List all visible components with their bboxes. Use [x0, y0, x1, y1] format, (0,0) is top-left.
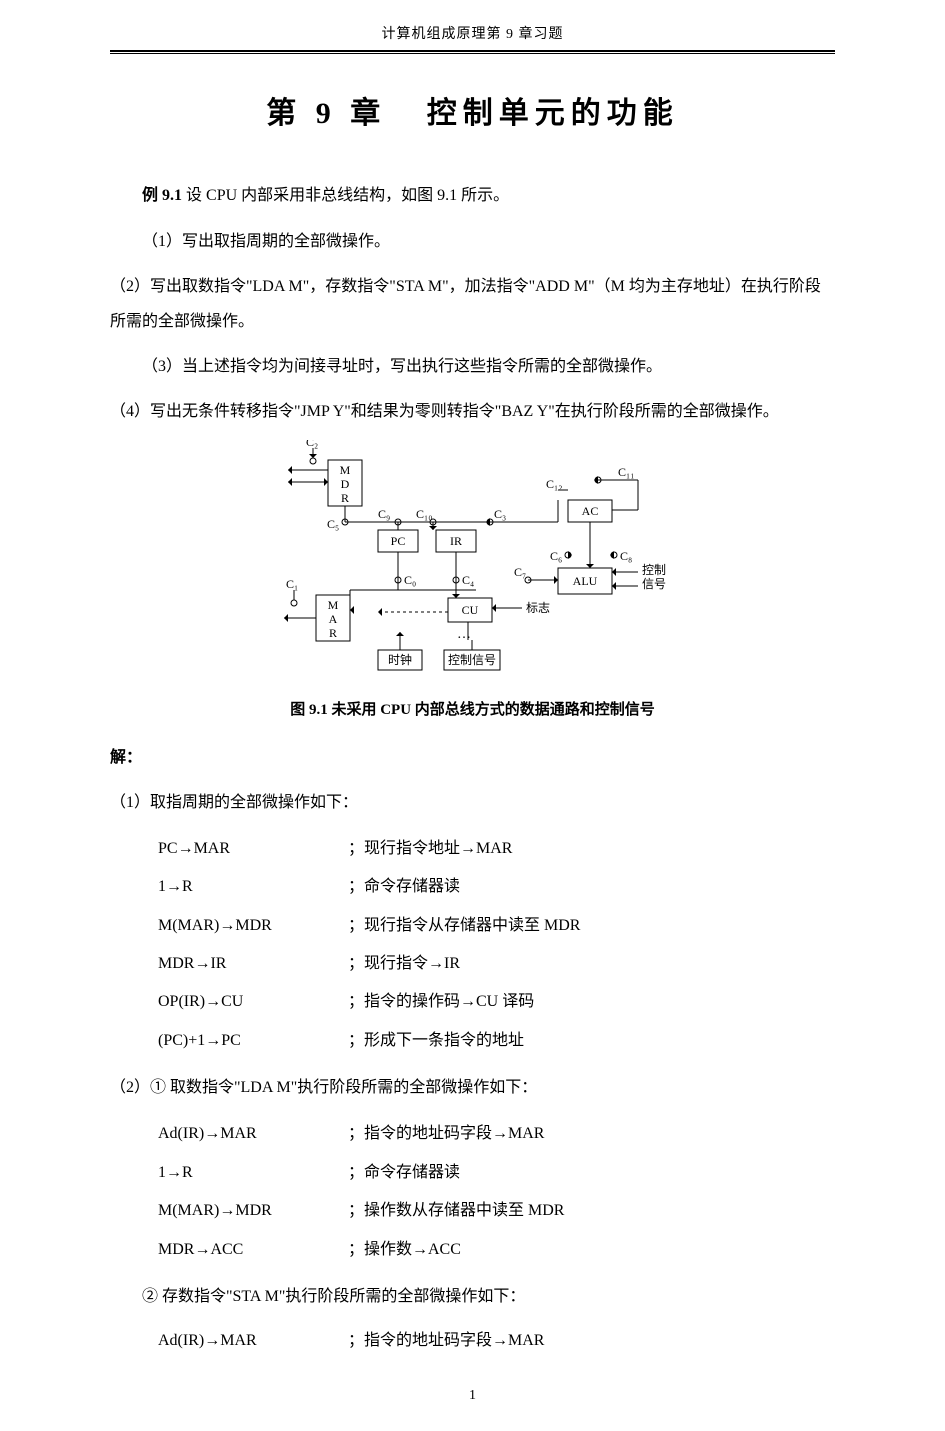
svg-text:控制信号: 控制信号 — [447, 653, 495, 667]
micro-op-row: Ad(IR)→MAR；指令的地址码字段→MAR — [158, 1115, 835, 1153]
micro-op-left: 1→R — [158, 868, 348, 906]
svg-text:IR: IR — [450, 534, 462, 548]
micro-op-left: OP(IR)→CU — [158, 983, 348, 1021]
svg-text:C₁₀: C₁₀ — [416, 507, 432, 521]
cpu-diagram-svg: MDRMARPCIRACALUCU时钟控制信号C₂C₅C₉C₁₀C₃C₁₂C₁₁… — [258, 440, 688, 690]
svg-text:C₅: C₅ — [327, 517, 339, 531]
svg-text:R: R — [328, 626, 336, 640]
svg-text:C₁₂: C₁₂ — [546, 477, 562, 491]
part2-head: （2）① 取数指令"LDA M"执行阶段所需的全部微操作如下： — [110, 1070, 835, 1105]
micro-op-left: PC→MAR — [158, 830, 348, 868]
svg-text:C₈: C₈ — [620, 549, 632, 563]
question-1: （1）写出取指周期的全部微操作。 — [110, 224, 835, 259]
micro-op-left: M(MAR)→MDR — [158, 907, 348, 945]
micro-op-right: ；指令的地址码字段→MAR — [348, 1322, 835, 1360]
part1-head: （1）取指周期的全部微操作如下： — [110, 785, 835, 820]
micro-op-row: M(MAR)→MDR；操作数从存储器中读至 MDR — [158, 1192, 835, 1230]
micro-op-right: ；命令存储器读 — [348, 1154, 835, 1192]
part2b-ops: Ad(IR)→MAR；指令的地址码字段→MAR — [158, 1322, 835, 1360]
micro-op-left: (PC)+1→PC — [158, 1022, 348, 1060]
question-2: （2）写出取数指令"LDA M"，存数指令"STA M"，加法指令"ADD M"… — [110, 269, 835, 339]
micro-op-row: Ad(IR)→MAR；指令的地址码字段→MAR — [158, 1322, 835, 1360]
running-head: 计算机组成原理第 9 章习题 — [110, 24, 835, 46]
micro-op-right: ；现行指令地址→MAR — [348, 830, 835, 868]
micro-op-right: ；现行指令从存储器中读至 MDR — [348, 907, 835, 945]
part2a-ops: Ad(IR)→MAR；指令的地址码字段→MAR1→R；命令存储器读M(MAR)→… — [158, 1115, 835, 1269]
header-rule — [110, 50, 835, 54]
svg-text:C₆: C₆ — [550, 549, 562, 563]
page-number: 1 — [110, 1385, 835, 1407]
svg-text:CU: CU — [461, 603, 478, 617]
part1-ops: PC→MAR；现行指令地址→MAR1→R；命令存储器读M(MAR)→MDR；现行… — [158, 830, 835, 1060]
svg-text:R: R — [340, 491, 348, 505]
micro-op-row: MDR→ACC；操作数→ACC — [158, 1231, 835, 1269]
svg-text:时钟: 时钟 — [387, 652, 411, 667]
svg-text:C₁₁: C₁₁ — [618, 465, 634, 479]
micro-op-row: PC→MAR；现行指令地址→MAR — [158, 830, 835, 868]
svg-text:C₁: C₁ — [286, 577, 298, 591]
micro-op-right: ；命令存储器读 — [348, 868, 835, 906]
micro-op-right: ；指令的地址码字段→MAR — [348, 1115, 835, 1153]
svg-text:PC: PC — [390, 534, 405, 548]
svg-text:C₀: C₀ — [404, 573, 416, 587]
part2b-head: ② 存数指令"STA M"执行阶段所需的全部微操作如下： — [110, 1279, 835, 1314]
micro-op-row: 1→R；命令存储器读 — [158, 1154, 835, 1192]
svg-text:…: … — [457, 627, 471, 642]
svg-text:C₃: C₃ — [494, 507, 506, 521]
svg-text:标志: 标志 — [526, 601, 550, 615]
micro-op-right: ；指令的操作码→CU 译码 — [348, 983, 835, 1021]
micro-op-left: M(MAR)→MDR — [158, 1192, 348, 1230]
example-label: 例 9.1 — [142, 187, 182, 204]
svg-text:C₉: C₉ — [378, 507, 390, 521]
example-stem-text: 设 CPU 内部采用非总线结构，如图 9.1 所示。 — [182, 187, 509, 204]
solution-heading: 解： — [110, 740, 835, 775]
svg-text:控制: 控制 — [642, 563, 666, 577]
micro-op-right: ；操作数从存储器中读至 MDR — [348, 1192, 835, 1230]
micro-op-right: ；现行指令→IR — [348, 945, 835, 983]
micro-op-row: (PC)+1→PC；形成下一条指令的地址 — [158, 1022, 835, 1060]
svg-text:ALU: ALU — [572, 574, 597, 588]
svg-text:A: A — [328, 612, 337, 626]
micro-op-left: Ad(IR)→MAR — [158, 1322, 348, 1360]
micro-op-left: 1→R — [158, 1154, 348, 1192]
micro-op-row: MDR→IR；现行指令→IR — [158, 945, 835, 983]
micro-op-row: 1→R；命令存储器读 — [158, 868, 835, 906]
micro-op-right: ；操作数→ACC — [348, 1231, 835, 1269]
svg-text:C₇: C₇ — [514, 565, 526, 579]
svg-text:信号: 信号 — [642, 577, 666, 591]
svg-text:M: M — [327, 598, 338, 612]
figure-9-1: MDRMARPCIRACALUCU时钟控制信号C₂C₅C₉C₁₀C₃C₁₂C₁₁… — [110, 440, 835, 690]
micro-op-left: Ad(IR)→MAR — [158, 1115, 348, 1153]
micro-op-left: MDR→ACC — [158, 1231, 348, 1269]
svg-text:AC: AC — [581, 504, 598, 518]
example-stem: 例 9.1 设 CPU 内部采用非总线结构，如图 9.1 所示。 — [110, 178, 835, 213]
micro-op-left: MDR→IR — [158, 945, 348, 983]
figure-caption: 图 9.1 未采用 CPU 内部总线方式的数据通路和控制信号 — [110, 698, 835, 722]
micro-op-row: OP(IR)→CU；指令的操作码→CU 译码 — [158, 983, 835, 1021]
chapter-title: 第 9 章 控制单元的功能 — [110, 90, 835, 138]
question-3: （3）当上述指令均为间接寻址时，写出执行这些指令所需的全部微操作。 — [110, 349, 835, 384]
micro-op-row: M(MAR)→MDR；现行指令从存储器中读至 MDR — [158, 907, 835, 945]
svg-text:C₂: C₂ — [306, 440, 318, 449]
svg-text:M: M — [339, 463, 350, 477]
svg-text:D: D — [340, 477, 349, 491]
micro-op-right: ；形成下一条指令的地址 — [348, 1022, 835, 1060]
question-4: （4）写出无条件转移指令"JMP Y"和结果为零则转指令"BAZ Y"在执行阶段… — [110, 394, 835, 429]
svg-text:C₄: C₄ — [462, 573, 474, 587]
